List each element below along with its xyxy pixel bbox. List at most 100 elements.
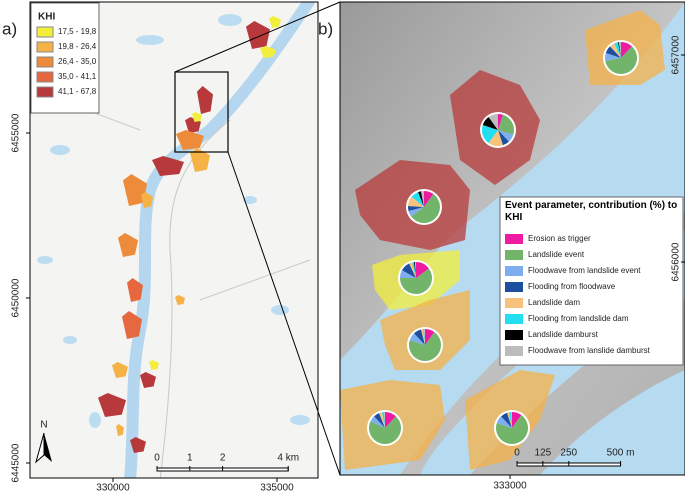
pie-slice [510,412,512,428]
panel-label: b) [318,19,333,38]
legend-swatch [505,266,523,276]
y-tick-label: 6455000 [11,113,22,152]
pie-slice [408,196,424,207]
legend-label: Flooding from landslide dam [528,314,629,323]
pie-slice [382,412,385,428]
x-tick-label: 330000 [96,483,130,494]
khi-zone [118,233,138,257]
pie-slice [614,42,621,58]
pie-slice [507,412,512,428]
legend-swatch [505,298,523,308]
pie-slice [498,130,509,146]
pie-slice [414,262,416,278]
pie-slice [498,130,514,142]
scalebar-label: 0 [154,453,160,464]
legend-swatch [505,346,523,356]
pie-slice [379,412,385,428]
khi-zone [269,16,281,28]
river [420,20,685,475]
connector [227,151,341,476]
panel-label: a) [2,19,17,38]
pie-slice [411,192,424,207]
khi-zone [190,148,210,172]
y-tick-label: 6450000 [11,278,22,317]
legend-swatch [505,250,523,260]
pie-slice [414,329,425,345]
legend-swatch [36,86,54,98]
pie-slice [425,329,435,345]
pie-slice [488,114,498,130]
khi-zone [149,360,159,370]
pie-slice [370,416,385,428]
legend-b [499,196,684,366]
pie-slice [421,329,425,345]
legend-label: 26,4 - 35,0 [58,57,97,66]
x-tick-label: 333000 [493,481,527,492]
pie-slice [481,125,498,143]
pie-slice [412,262,416,278]
khi-zone [141,192,153,208]
pie-slice [418,191,424,207]
pie-slice [421,191,424,207]
x-tick-label: 335000 [260,483,294,494]
river [124,2,315,478]
legend-label: 19,8 - 26,4 [58,42,97,51]
legend-label: Landslide dam [528,298,580,307]
scalebar-label: 0 [514,448,520,459]
legend-title: Event parameter, contribution (%) to KHI [505,200,678,223]
khi-zone [122,311,142,339]
pie-slice [621,42,632,58]
legend-label: 35,0 - 41,1 [58,72,97,81]
pie-slice [409,333,425,345]
y-tick-label: 6445000 [11,443,22,482]
scalebar-label: 250 [560,448,577,459]
pie-slice [409,262,416,278]
legend-swatch [36,41,54,53]
khi-zone [140,372,156,388]
khi-zone [123,174,147,206]
scalebar-label: 1 [187,453,193,464]
khi-zone [176,130,204,150]
pie-slice [400,270,416,278]
scalebar-label: 500 m [607,448,635,459]
pie-slice [495,415,528,444]
legend-label: Flooding from floodwave [528,282,616,291]
pie-slice [618,42,621,58]
khi-zone [197,86,213,114]
frame-b [339,1,685,476]
pie-slice [411,194,440,223]
legend-title-box: Event parameter, contribution (%) to KHI [505,200,678,223]
legend-label: Landslide damburst [528,330,599,339]
legend-label: Landslide event [528,250,585,259]
khi-zone [116,424,124,436]
scalebar-label: 125 [535,448,552,459]
pie-slice [369,416,402,444]
north-label: N [40,420,47,431]
khi-zone [112,362,128,378]
pie-slice [400,268,433,294]
legend-label: Floodwave from landslide event [528,266,641,275]
inset-box [174,71,229,153]
legend-label: Erosion as trigger [528,234,591,243]
legend-label: 41,1 - 67,8 [58,87,97,96]
scalebar-label: 2 [220,453,226,464]
pie-slice [385,412,396,428]
pie-slice [509,412,512,428]
pie-slice [422,329,425,345]
legend-swatch [505,234,523,244]
pie-slice [482,117,498,130]
khi-zone [260,46,276,58]
pie-slice [488,130,503,146]
legend-swatch [505,330,523,340]
pie-slice [401,263,416,278]
khi-zone [246,21,270,49]
legend-swatch [36,26,54,38]
frame-a [29,1,319,479]
pie-slice [416,262,429,278]
pie-slice [423,329,425,345]
legend-label: 17,5 - 19,8 [58,27,97,36]
legend-title: KHI [38,12,55,23]
legend-label: Floodwave from lanslide damburst [528,346,651,355]
pie-slice [408,207,424,217]
